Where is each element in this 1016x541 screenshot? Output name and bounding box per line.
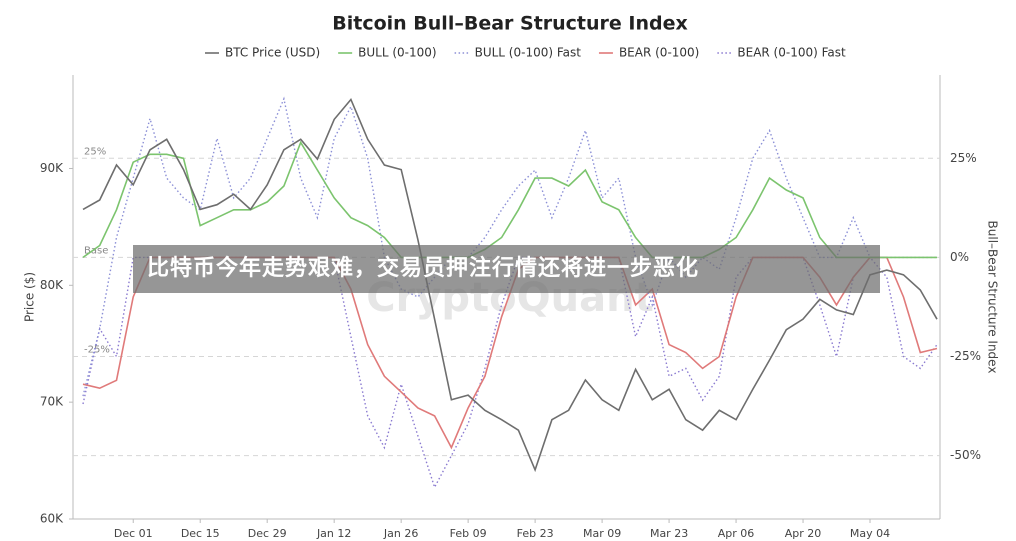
legend-label: BTC Price (USD): [225, 46, 320, 60]
legend-label: BULL (0-100) Fast: [475, 46, 582, 60]
y-tick-label: 90K: [40, 161, 64, 175]
legend-label: BEAR (0-100) Fast: [737, 46, 846, 60]
legend-label: BEAR (0-100): [619, 46, 699, 60]
y-tick-label: 60K: [40, 512, 64, 526]
y-axis-title: Price ($): [23, 272, 37, 322]
series-line: [82, 97, 938, 473]
y2-tick-label: -50%: [950, 448, 981, 462]
series-line: [82, 140, 937, 259]
x-tick-label: Jan 26: [383, 527, 418, 540]
x-tick-label: Apr 06: [718, 527, 755, 540]
x-tick-label: Dec 15: [181, 527, 220, 540]
y-tick-label: 80K: [40, 278, 64, 292]
reference-label: Base: [84, 245, 108, 256]
reference-label: 25%: [84, 146, 106, 157]
x-tick-label: Dec 29: [248, 527, 287, 540]
x-tick-label: Dec 01: [114, 527, 153, 540]
chart-title: Bitcoin Bull–Bear Structure Index: [332, 13, 688, 35]
x-tick-label: May 04: [850, 527, 890, 540]
y2-axis-title: Bull–Bear Structure Index: [986, 221, 1000, 374]
y-tick-label: 70K: [40, 395, 64, 409]
y2-tick-label: 25%: [950, 151, 977, 165]
x-tick-label: Mar 23: [650, 527, 688, 540]
x-tick-label: Apr 20: [785, 527, 822, 540]
series-line: [82, 96, 937, 397]
x-tick-label: Feb 23: [517, 527, 554, 540]
legend-label: BULL (0-100): [358, 46, 436, 60]
y2-tick-label: -25%: [950, 349, 981, 363]
x-tick-label: Mar 09: [583, 527, 621, 540]
x-tick-label: Jan 12: [316, 527, 351, 540]
reference-label: -25%: [84, 344, 110, 355]
headline-banner: 比特币今年走势艰难，交易员押注行情还将进一步恶化: [133, 245, 880, 293]
y2-tick-label: 0%: [950, 250, 969, 264]
x-tick-label: Feb 09: [450, 527, 487, 540]
